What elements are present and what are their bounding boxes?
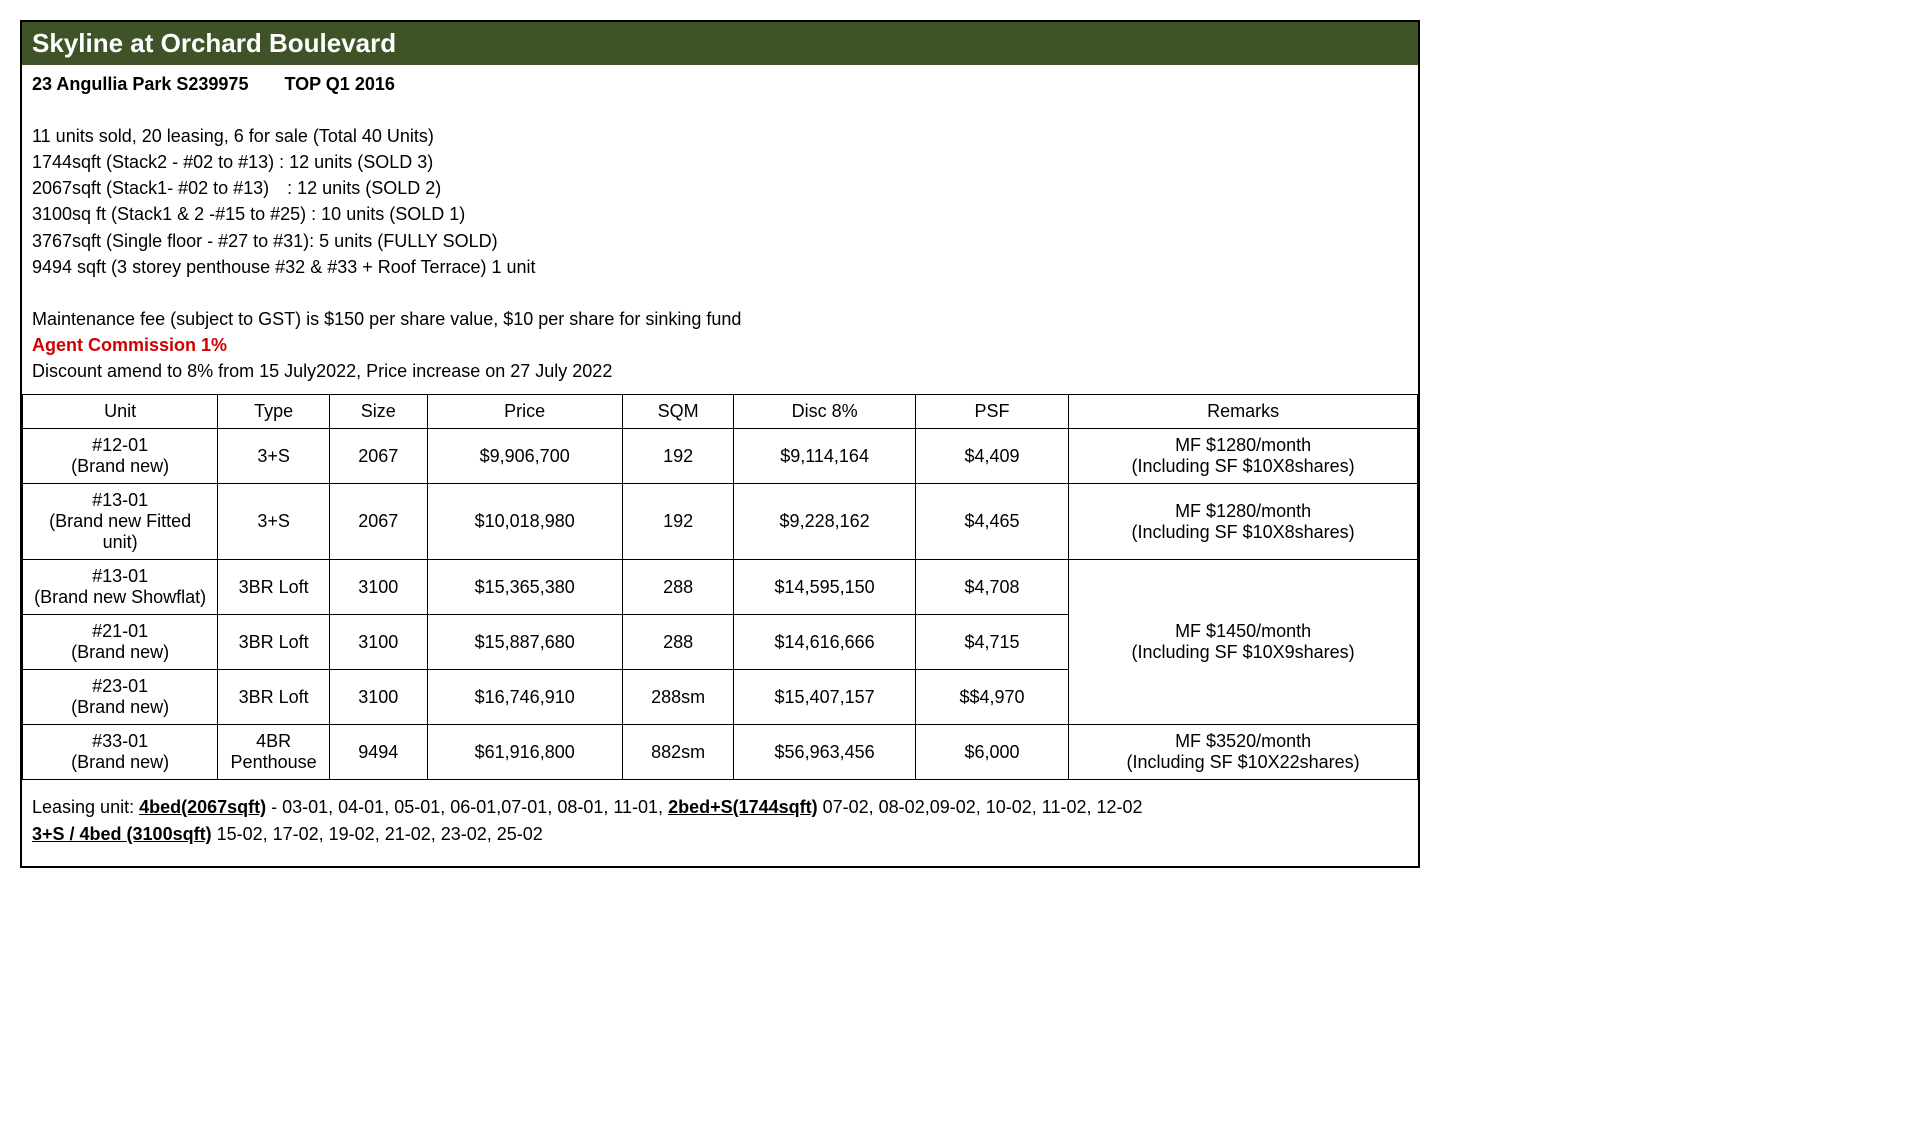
cell-size: 9494 (329, 725, 427, 780)
cell-disc: $14,595,150 (734, 560, 915, 615)
cell-psf: $6,000 (915, 725, 1068, 780)
leasing-text: 15-02, 17-02, 19-02, 21-02, 23-02, 25-02 (212, 824, 543, 844)
cell-disc: $9,228,162 (734, 484, 915, 560)
cell-disc: $15,407,157 (734, 670, 915, 725)
summary-line: 2067sqft (Stack1- #02 to #13) : 12 units… (32, 175, 1408, 201)
cell-size: 3100 (329, 670, 427, 725)
leasing-block: Leasing unit: 4bed(2067sqft) - 03-01, 04… (22, 780, 1418, 866)
table-row: #12-01(Brand new)3+S2067$9,906,700192$9,… (23, 429, 1418, 484)
cell-size: 2067 (329, 429, 427, 484)
leasing-text: - 03-01, 04-01, 05-01, 06-01,07-01, 08-0… (266, 797, 668, 817)
cell-unit: #33-01(Brand new) (23, 725, 218, 780)
pricing-sheet: Skyline at Orchard Boulevard 23 Angullia… (20, 20, 1420, 868)
table-row: #13-01(Brand new Showflat)3BR Loft3100$1… (23, 560, 1418, 615)
cell-type: 3BR Loft (218, 670, 330, 725)
cell-unit: #12-01(Brand new) (23, 429, 218, 484)
cell-type: 3BR Loft (218, 560, 330, 615)
cell-remarks: MF $1280/month(Including SF $10X8shares) (1069, 484, 1418, 560)
leasing-label: 4bed(2067sqft) (139, 797, 266, 817)
pricing-table: UnitTypeSizePriceSQMDisc 8%PSFRemarks #1… (22, 394, 1418, 780)
title-bar: Skyline at Orchard Boulevard (22, 22, 1418, 65)
cell-sqm: 192 (622, 429, 734, 484)
cell-price: $15,365,380 (427, 560, 622, 615)
table-row: #33-01(Brand new)4BR Penthouse9494$61,91… (23, 725, 1418, 780)
cell-sqm: 288sm (622, 670, 734, 725)
cell-price: $16,746,910 (427, 670, 622, 725)
cell-psf: $4,465 (915, 484, 1068, 560)
leasing-label: 2bed+S(1744sqft) (668, 797, 818, 817)
cell-psf: $4,708 (915, 560, 1068, 615)
address-line: 23 Angullia Park S239975 TOP Q1 2016 (32, 71, 1408, 97)
cell-unit: #13-01(Brand new Fitted unit) (23, 484, 218, 560)
project-title: Skyline at Orchard Boulevard (32, 28, 396, 58)
cell-type: 3BR Loft (218, 615, 330, 670)
column-header: PSF (915, 395, 1068, 429)
cell-price: $9,906,700 (427, 429, 622, 484)
summary-line: 3100sq ft (Stack1 & 2 -#15 to #25) : 10 … (32, 201, 1408, 227)
cell-price: $61,916,800 (427, 725, 622, 780)
table-header-row: UnitTypeSizePriceSQMDisc 8%PSFRemarks (23, 395, 1418, 429)
cell-sqm: 288 (622, 615, 734, 670)
column-header: Size (329, 395, 427, 429)
cell-price: $15,887,680 (427, 615, 622, 670)
cell-disc: $9,114,164 (734, 429, 915, 484)
cell-size: 3100 (329, 560, 427, 615)
info-block: 23 Angullia Park S239975 TOP Q1 2016 11 … (22, 65, 1418, 394)
summary-line: 11 units sold, 20 leasing, 6 for sale (T… (32, 123, 1408, 149)
agent-commission-line: Agent Commission 1% (32, 332, 1408, 358)
maintenance-line: Maintenance fee (subject to GST) is $150… (32, 306, 1408, 332)
cell-sqm: 882sm (622, 725, 734, 780)
cell-remarks: MF $1280/month(Including SF $10X8shares) (1069, 429, 1418, 484)
cell-unit: #13-01(Brand new Showflat) (23, 560, 218, 615)
cell-psf: $4,715 (915, 615, 1068, 670)
column-header: Type (218, 395, 330, 429)
cell-type: 3+S (218, 429, 330, 484)
column-header: Disc 8% (734, 395, 915, 429)
column-header: Remarks (1069, 395, 1418, 429)
cell-type: 3+S (218, 484, 330, 560)
summary-line: 1744sqft (Stack2 - #02 to #13) : 12 unit… (32, 149, 1408, 175)
cell-psf: $4,409 (915, 429, 1068, 484)
cell-sqm: 288 (622, 560, 734, 615)
cell-unit: #23-01(Brand new) (23, 670, 218, 725)
column-header: Price (427, 395, 622, 429)
cell-remarks: MF $3520/month(Including SF $10X22shares… (1069, 725, 1418, 780)
cell-psf: $$4,970 (915, 670, 1068, 725)
table-row: #13-01(Brand new Fitted unit)3+S2067$10,… (23, 484, 1418, 560)
cell-type: 4BR Penthouse (218, 725, 330, 780)
cell-unit: #21-01(Brand new) (23, 615, 218, 670)
leasing-label: 3+S / 4bed (3100sqft) (32, 824, 212, 844)
discount-line: Discount amend to 8% from 15 July2022, P… (32, 358, 1408, 384)
cell-disc: $14,616,666 (734, 615, 915, 670)
leasing-prefix: Leasing unit: (32, 797, 139, 817)
column-header: Unit (23, 395, 218, 429)
cell-size: 2067 (329, 484, 427, 560)
summary-line: 9494 sqft (3 storey penthouse #32 & #33 … (32, 254, 1408, 280)
table-body: #12-01(Brand new)3+S2067$9,906,700192$9,… (23, 429, 1418, 780)
cell-price: $10,018,980 (427, 484, 622, 560)
cell-disc: $56,963,456 (734, 725, 915, 780)
summary-line: 3767sqft (Single floor - #27 to #31): 5 … (32, 228, 1408, 254)
cell-sqm: 192 (622, 484, 734, 560)
cell-remarks: MF $1450/month(Including SF $10X9shares) (1069, 560, 1418, 725)
cell-size: 3100 (329, 615, 427, 670)
leasing-text: 07-02, 08-02,09-02, 10-02, 11-02, 12-02 (818, 797, 1143, 817)
column-header: SQM (622, 395, 734, 429)
